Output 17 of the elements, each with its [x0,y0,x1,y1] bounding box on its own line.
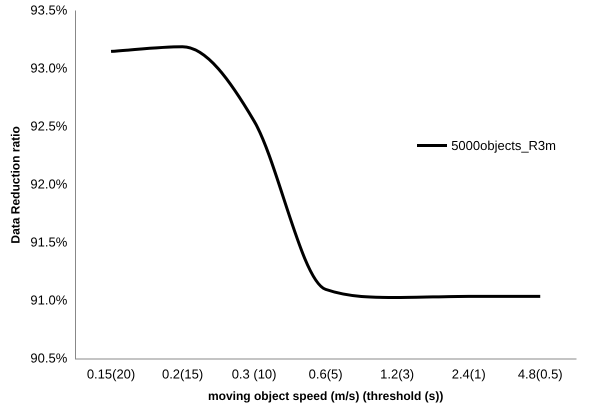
x-axis-title: moving object speed (m/s) (threshold (s)) [208,389,444,404]
y-tick-label: 92.5% [30,118,68,134]
x-tick-label: 0.2(15) [162,366,204,382]
y-tick-label: 91.0% [30,292,68,308]
y-tick-label: 92.0% [30,176,68,192]
x-tick-label: 1.2(3) [380,366,414,382]
y-tick-label: 91.5% [30,234,68,250]
y-tick-label: 93.0% [30,60,68,76]
y-tick-label: 90.5% [30,350,68,366]
x-tick-label: 0.6(5) [308,366,343,382]
legend-label: 5000objects_R3m [451,138,556,153]
x-tick-label: 2.4(1) [452,366,486,382]
x-tick-label: 0.3 (10) [232,366,277,382]
x-tick-label: 0.15(20) [86,366,136,382]
y-tick-label: 93.5% [30,2,68,18]
x-tick-label: 4.8(0.5) [518,366,563,382]
y-axis-title: Data Reduction ratio [8,126,23,244]
